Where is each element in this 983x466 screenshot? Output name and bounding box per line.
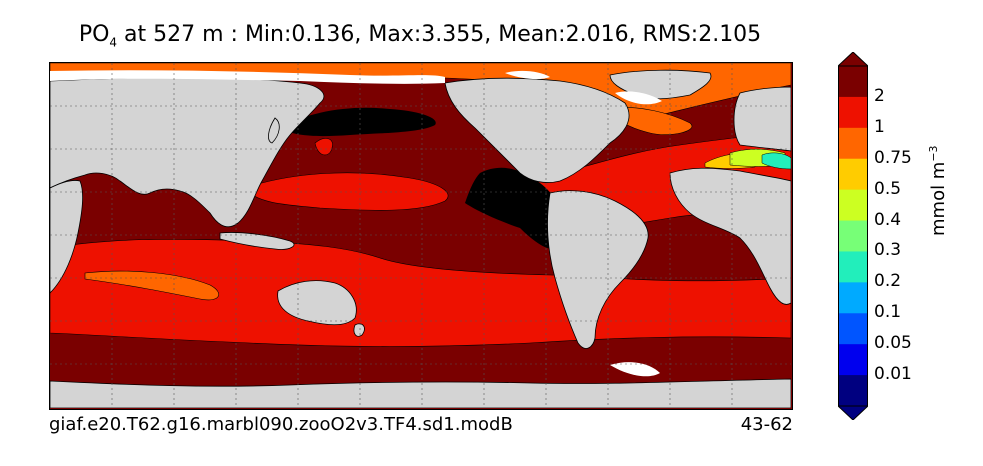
colorbar-tick-label: 0.4 [874,209,902,230]
colorbar-tick-label: 0.05 [874,333,912,354]
map-gridlines [50,63,791,408]
title-subscript: 4 [109,35,118,50]
case-name-label: giaf.e20.T62.g16.marbl090.zooO2v3.TF4.sd… [49,414,513,435]
map-title: PO4 at 527 m : Min:0.136, Max:3.355, Mea… [0,22,840,49]
colorbar-over-triangle [838,52,868,67]
colorbar-segment [838,282,868,314]
colorbar-segment [838,220,868,252]
colorbar-under-triangle [838,405,868,420]
colorbar-segment [838,96,868,129]
colorbar-segment [838,127,868,160]
mediterranean-region [51,149,791,174]
land-masses [50,69,791,408]
title-stats: at 527 m : Min:0.136, Max:3.355, Mean:2.… [117,22,762,47]
no-data-patches [50,70,662,377]
colorbar-tick-label: 0.1 [874,302,902,323]
colorbar-tick-label: 0.3 [874,240,902,261]
units-exponent: −3 [927,145,940,162]
colorbar-frame [838,65,868,407]
colorbar-tick-label: 0.01 [874,364,912,385]
years-label: 43-62 [740,414,793,435]
black-regions [280,107,564,250]
colorbar-segment [838,158,868,191]
colorbar-tick-label: 0.75 [874,147,912,168]
map-canvas [50,63,791,408]
colorbar-units: mmol m−3 [927,145,949,236]
title-variable: PO [78,22,110,47]
colorbar-segment [838,66,868,98]
colorbar-segment [838,375,868,407]
colorbar-tick-label: 2 [874,85,885,106]
colorbar-segment [838,189,868,222]
colorbar-tick-label: 1 [874,116,885,137]
units-label: mmol m [928,161,949,236]
colorbar-segment [838,313,868,345]
ocean-map [49,62,793,410]
colorbar-tick-label: 0.2 [874,271,902,292]
colorbar [838,52,868,420]
colorbar-segment [838,344,868,376]
colorbar-tick-label: 0.5 [874,178,902,199]
colorbar-segment [838,251,868,283]
